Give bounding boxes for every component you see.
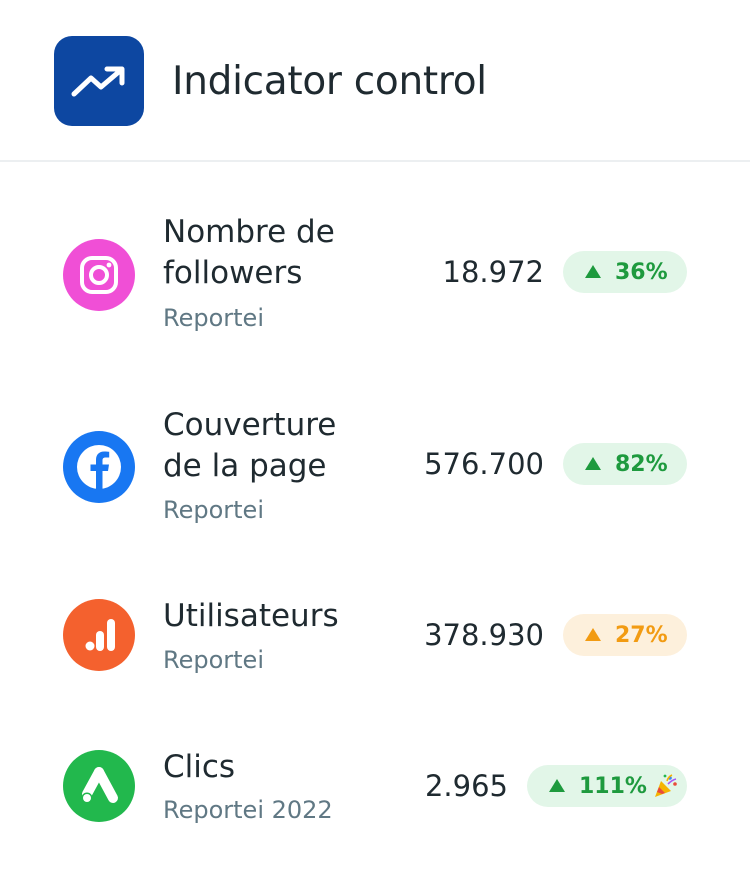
change-value: 27% [615, 622, 668, 648]
party-popper-icon [653, 773, 679, 799]
metric-source: Reportei 2022 [163, 796, 333, 824]
change-badge: 82% [563, 443, 687, 485]
metric-source: Reportei [163, 646, 264, 674]
metric-source: Reportei [163, 304, 264, 332]
arrow-up-icon [549, 778, 565, 792]
metric-value: 378.930 [424, 618, 544, 652]
arrow-up-icon [585, 264, 601, 278]
google-ads-icon [63, 750, 135, 822]
metric-value: 576.700 [424, 447, 544, 481]
metric-value: 2.965 [424, 769, 508, 803]
change-badge: 36% [563, 251, 687, 293]
change-badge: 111% [527, 765, 687, 807]
metric-source: Reportei [163, 496, 264, 524]
metric-value: 18.972 [442, 255, 544, 289]
change-badge: 27% [563, 614, 687, 656]
metric-title: Nombre de followers [163, 214, 335, 291]
change-value: 36% [615, 259, 668, 285]
change-value: 82% [615, 451, 668, 477]
arrow-up-icon [585, 627, 601, 641]
metric-title: Couverture de la page [163, 407, 337, 484]
facebook-icon [63, 431, 135, 503]
instagram-icon [63, 239, 135, 311]
metric-title: Clics [163, 749, 236, 785]
page-title: Indicator control [172, 59, 487, 104]
header: Indicator control [0, 0, 750, 162]
change-value: 111% [579, 773, 647, 799]
trending-up-icon [54, 36, 144, 126]
analytics-icon [63, 599, 135, 671]
arrow-up-icon [585, 456, 601, 470]
metric-title: Utilisateurs [163, 598, 339, 634]
